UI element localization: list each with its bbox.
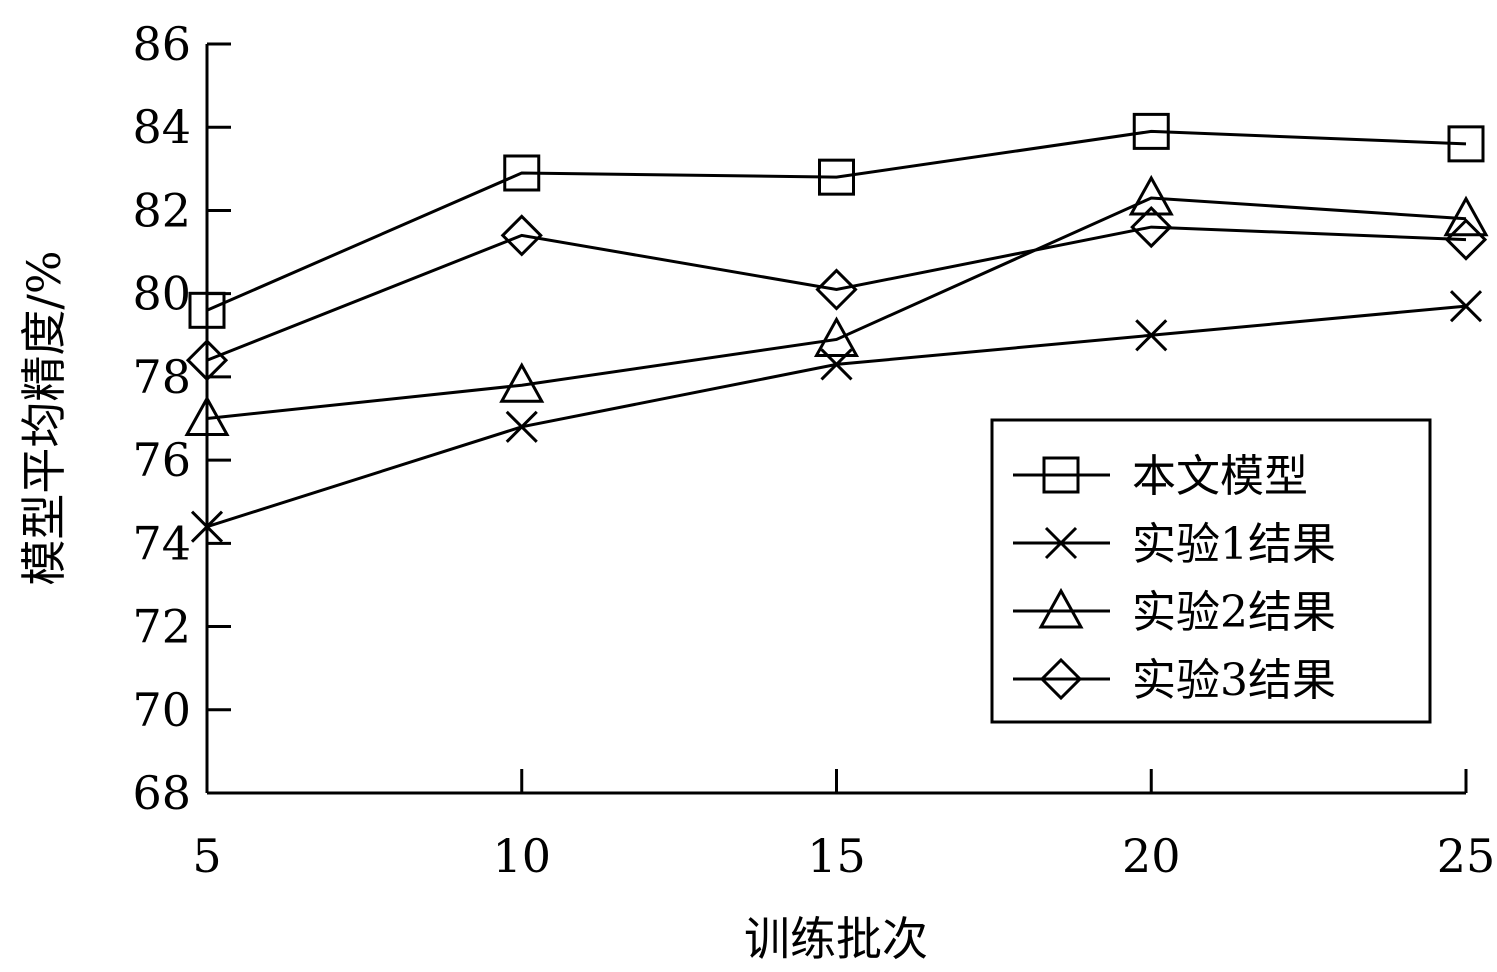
- legend-item: 实验3结果: [1013, 655, 1336, 706]
- legend-label: 实验1结果: [1132, 519, 1336, 570]
- axes: 68 70 72 74 76 78 80 82 84 86 5 10 15 20 25: [132, 17, 1495, 883]
- series-line: [206, 196, 1467, 420]
- y-tick-label: 72: [132, 600, 191, 654]
- x-tick-label: 5: [192, 829, 221, 883]
- marker-stroke: [1449, 290, 1483, 323]
- legend-label: 实验3结果: [1132, 655, 1336, 706]
- y-tick-label: 82: [132, 183, 191, 237]
- data-point-marker: [1447, 125, 1485, 163]
- y-tick-label: 84: [132, 100, 191, 154]
- legend-marker: [1039, 657, 1083, 701]
- marker-stroke: [1044, 526, 1078, 560]
- y-tick-label: 68: [132, 766, 191, 820]
- x-tick-label: 25: [1437, 829, 1496, 883]
- legend-item: 实验2结果: [1013, 587, 1336, 638]
- y-tick-label: 74: [132, 516, 191, 570]
- series-2: [190, 290, 1483, 543]
- legend-marker: [1044, 526, 1078, 560]
- series-1: [188, 112, 1485, 329]
- legend-label: 实验2结果: [1132, 587, 1336, 638]
- x-tick-label: 15: [807, 829, 866, 883]
- data-point-marker: [1449, 290, 1483, 323]
- data-point-marker: [499, 362, 545, 403]
- data-point-marker: [188, 291, 226, 329]
- data-point-marker: [500, 214, 543, 257]
- data-point-marker: [813, 316, 860, 357]
- data-point-marker: [815, 268, 858, 311]
- legend-item: 实验1结果: [1013, 519, 1336, 570]
- y-tick-label: 76: [132, 433, 191, 487]
- legend-marker: [1042, 456, 1080, 494]
- data-point-marker: [190, 510, 224, 543]
- series-3: [184, 174, 1489, 436]
- data-point-marker: [1135, 319, 1168, 352]
- x-tick-label: 20: [1122, 829, 1181, 883]
- y-tick-label: 78: [132, 350, 191, 404]
- legend-marker: [1038, 587, 1084, 629]
- data-point-marker: [503, 154, 541, 192]
- x-axis-title: 训练批次: [744, 912, 928, 966]
- legend-label: 本文模型: [1132, 451, 1308, 502]
- y-tick-label: 80: [132, 267, 191, 321]
- x-tick-label: 10: [492, 829, 551, 883]
- series-line: [206, 225, 1467, 362]
- legend-box: [990, 418, 1432, 724]
- data-point-marker: [818, 158, 855, 196]
- data-point-marker: [1444, 218, 1488, 261]
- y-tick-label: 86: [132, 17, 191, 71]
- data-point-marker: [185, 339, 229, 382]
- data-point-marker: [1132, 112, 1170, 150]
- series-4: [185, 205, 1488, 382]
- series-group: [184, 112, 1489, 543]
- data-point-marker: [184, 395, 230, 436]
- data-point-marker: [1443, 195, 1489, 237]
- y-axis-title: 模型平均精度/%: [17, 250, 71, 585]
- series-line: [206, 129, 1467, 312]
- data-point-marker: [1130, 205, 1173, 249]
- marker-stroke: [505, 410, 538, 443]
- y-tick-label: 70: [132, 683, 191, 737]
- legend-item: 本文模型: [1013, 451, 1308, 502]
- marker-stroke: [190, 510, 224, 543]
- data-point-marker: [505, 410, 538, 443]
- marker-stroke: [1135, 319, 1168, 352]
- data-point-marker: [1128, 174, 1174, 216]
